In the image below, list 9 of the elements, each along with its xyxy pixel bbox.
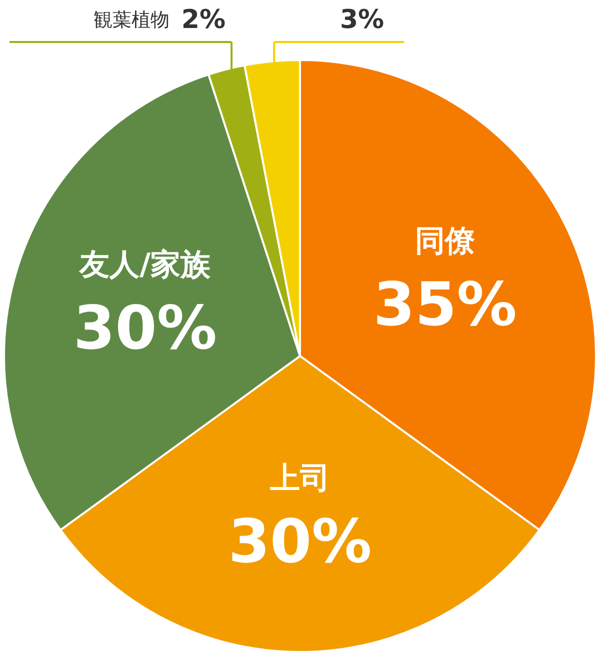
slice-label: 観葉植物	[94, 9, 170, 31]
data-label: 30%	[73, 294, 217, 364]
data-label: 2%	[181, 5, 226, 35]
data-label: 30%	[228, 506, 372, 577]
slice-label: 上司	[269, 460, 330, 496]
data-label: 3%	[340, 5, 384, 35]
slice-label: 友人/家族	[78, 248, 212, 283]
slice-label: 同僚	[415, 224, 476, 260]
data-label: 35%	[373, 270, 517, 340]
